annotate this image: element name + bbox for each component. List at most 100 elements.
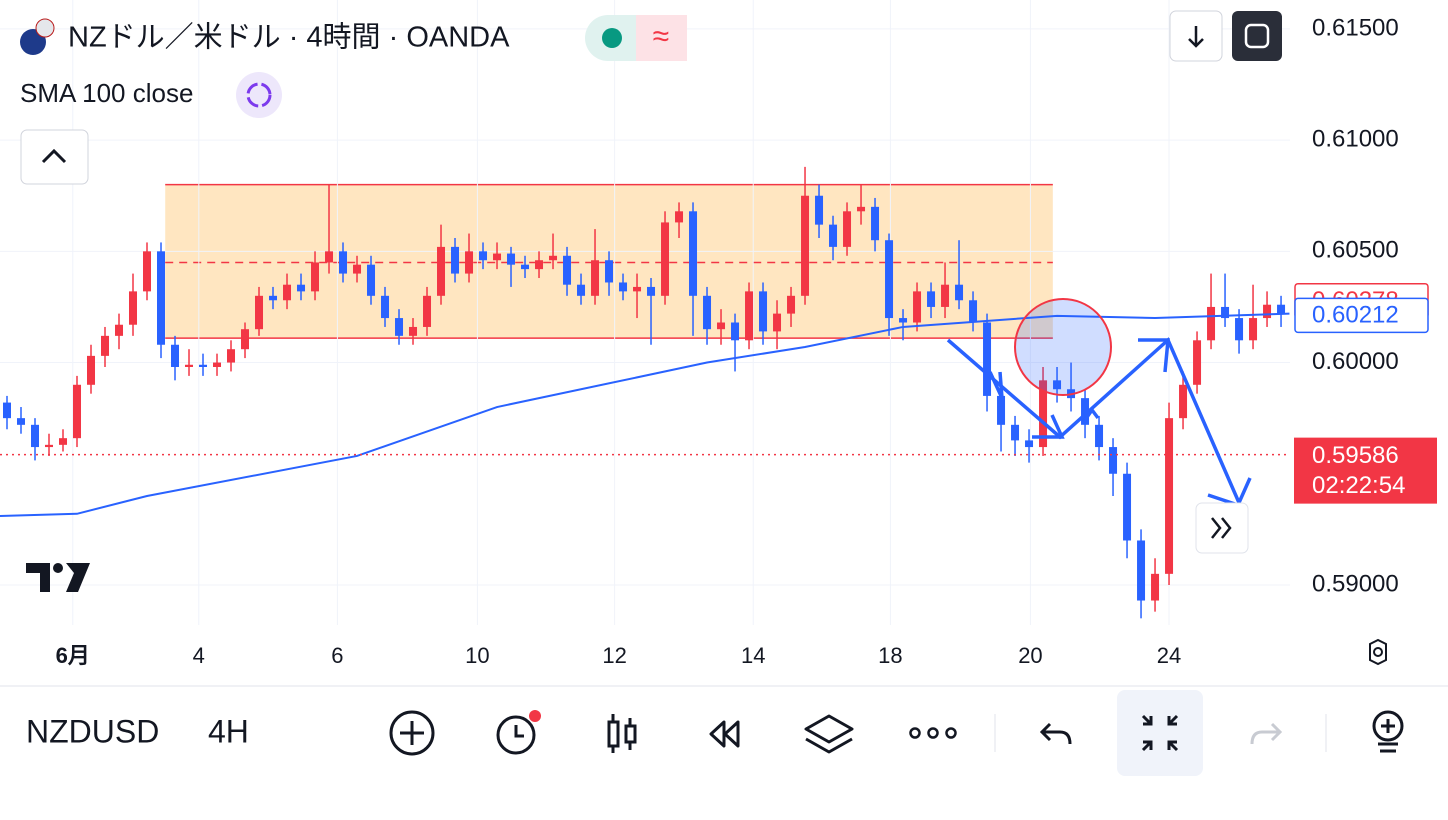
undo-icon[interactable] bbox=[1039, 722, 1072, 745]
candle-body bbox=[101, 335, 110, 356]
replay-icon[interactable] bbox=[709, 720, 740, 748]
more-icon bbox=[927, 727, 939, 739]
candle-body bbox=[115, 324, 124, 336]
ideas-icon[interactable] bbox=[1372, 710, 1404, 742]
scroll-to-latest-button[interactable] bbox=[1195, 502, 1249, 554]
candle-body bbox=[871, 206, 880, 241]
candle-body bbox=[1151, 573, 1160, 601]
candle-body bbox=[1053, 380, 1062, 390]
candle-body bbox=[605, 260, 614, 283]
y-tick-label: 0.60000 bbox=[1312, 348, 1399, 375]
settings-icon[interactable] bbox=[1369, 638, 1387, 666]
candle-body bbox=[1263, 304, 1272, 319]
candle-body bbox=[843, 211, 852, 247]
candle-body bbox=[73, 384, 82, 439]
candle-body bbox=[1235, 318, 1244, 341]
x-tick-label: 6月 bbox=[56, 643, 90, 668]
candle-body bbox=[969, 300, 978, 323]
candle-body bbox=[689, 211, 698, 296]
compress-icon bbox=[1141, 714, 1179, 752]
status-pill bbox=[636, 15, 687, 61]
symbol-title: NZドル／米ドル · 4時間 · OANDA bbox=[68, 21, 510, 54]
toolbar-interval[interactable]: 4H bbox=[208, 713, 249, 749]
candle-body bbox=[423, 295, 432, 327]
candle-body bbox=[45, 444, 54, 448]
candle-body bbox=[437, 246, 446, 296]
layers-icon[interactable] bbox=[804, 714, 854, 754]
candle-body bbox=[661, 222, 670, 296]
x-tick-label: 18 bbox=[878, 643, 902, 668]
candle-body bbox=[255, 295, 264, 330]
candle-body bbox=[409, 326, 418, 336]
candle-body bbox=[955, 284, 964, 301]
candle-body bbox=[325, 251, 334, 263]
candle-body bbox=[269, 295, 278, 301]
candle-body bbox=[1193, 340, 1202, 385]
toolbar-symbol[interactable]: NZDUSD bbox=[26, 713, 159, 749]
compress-button[interactable] bbox=[1117, 690, 1203, 776]
candle-body bbox=[297, 284, 306, 292]
arrowhead bbox=[1138, 338, 1170, 373]
candle-body bbox=[731, 322, 740, 341]
candle-body bbox=[675, 211, 684, 223]
candle-body bbox=[507, 253, 516, 265]
candle-body bbox=[1249, 318, 1258, 341]
candle-body bbox=[31, 424, 40, 448]
candle-body bbox=[1179, 384, 1188, 419]
indicator-button[interactable] bbox=[236, 72, 282, 118]
candle-body bbox=[171, 344, 180, 367]
candle-body bbox=[283, 284, 292, 301]
candle-body bbox=[927, 291, 936, 307]
arrow-path bbox=[946, 337, 1242, 506]
flag-icon bbox=[35, 18, 55, 38]
candle-body bbox=[1165, 418, 1174, 574]
arrowhead bbox=[1032, 414, 1065, 439]
candle-body bbox=[185, 364, 194, 367]
tv-logo bbox=[66, 563, 90, 592]
candle-body bbox=[899, 318, 908, 323]
candle-body bbox=[1081, 398, 1090, 425]
down-icon bbox=[1188, 26, 1204, 48]
candle-body bbox=[1025, 440, 1034, 448]
candle-body bbox=[465, 251, 474, 274]
fullscreen-icon bbox=[1244, 23, 1270, 49]
candle-body bbox=[143, 251, 152, 292]
candle-body bbox=[1011, 424, 1020, 441]
x-tick-label: 20 bbox=[1018, 643, 1042, 668]
candle-body bbox=[997, 395, 1006, 425]
candle-body bbox=[535, 260, 544, 270]
redo-icon[interactable] bbox=[1250, 722, 1283, 745]
candle-body bbox=[129, 291, 138, 325]
y-tick-label: 0.61500 bbox=[1312, 14, 1399, 41]
candle-body bbox=[1137, 540, 1146, 601]
more-icon[interactable] bbox=[909, 727, 921, 739]
drawings bbox=[946, 298, 1252, 508]
y-tick-label: 0.61000 bbox=[1312, 125, 1399, 152]
y-tick-label: 0.60500 bbox=[1312, 237, 1399, 264]
add-icon[interactable] bbox=[389, 710, 435, 756]
candle-body bbox=[199, 364, 208, 367]
candle-body bbox=[577, 284, 586, 296]
candle-body bbox=[367, 264, 376, 296]
collapse-button[interactable] bbox=[20, 129, 89, 185]
alert-icon[interactable] bbox=[496, 715, 536, 755]
x-tick-label: 10 bbox=[465, 643, 489, 668]
arrowhead bbox=[1083, 407, 1100, 422]
refresh-icon bbox=[246, 82, 272, 108]
market-open-dot bbox=[602, 28, 622, 48]
candle-body bbox=[773, 313, 782, 332]
chart-type-icon bbox=[624, 724, 637, 744]
x-tick-label: 6 bbox=[331, 643, 343, 668]
add-icon bbox=[400, 721, 424, 745]
chart-type-icon[interactable] bbox=[607, 720, 620, 748]
fullscreen-button[interactable] bbox=[1232, 11, 1282, 61]
y-tick-label: 0.59000 bbox=[1312, 570, 1399, 597]
candle-body bbox=[829, 224, 838, 247]
candle-body bbox=[353, 264, 362, 274]
candle-body bbox=[1039, 380, 1048, 448]
chevron-icon bbox=[41, 148, 67, 164]
candle-body bbox=[647, 286, 656, 296]
candle-body bbox=[619, 282, 628, 292]
candle-body bbox=[1277, 304, 1286, 314]
candle-body bbox=[451, 246, 460, 274]
